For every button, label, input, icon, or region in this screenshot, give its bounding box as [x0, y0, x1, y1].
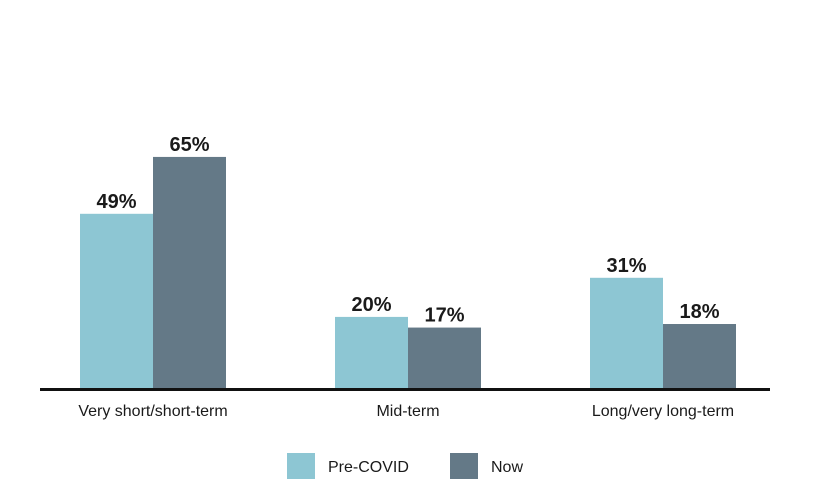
bars-group [80, 156, 736, 388]
bar-pre-covid-very-short-short-term [80, 213, 153, 388]
bar-pre-covid-long-very-long-term [590, 277, 663, 388]
category-labels-group: Very short/short-term Mid-term Long/very l… [78, 403, 734, 420]
legend-swatch-pre-covid [287, 453, 315, 479]
value-label-pre-covid-long-very-long-term: 31% [606, 255, 646, 277]
legend-label-now: Now [491, 459, 523, 476]
bar-now-long-very-long-term [663, 324, 736, 388]
category-label-long-very-long-term: Long/very long-term [592, 403, 734, 420]
bar-now-very-short-short-term [153, 156, 226, 388]
bar-pre-covid-mid-term [335, 316, 408, 388]
value-labels-group: 49% 65% 20% 17% 31% 18% [96, 134, 719, 327]
legend: Pre-COVID Now [287, 453, 523, 479]
value-label-now-very-short-short-term: 65% [169, 134, 209, 156]
value-label-now-mid-term: 17% [424, 305, 464, 327]
bar-now-mid-term [408, 327, 481, 388]
category-label-mid-term: Mid-term [376, 403, 439, 420]
legend-swatch-now [450, 453, 478, 479]
value-label-now-long-very-long-term: 18% [679, 301, 719, 323]
value-label-pre-covid-very-short-short-term: 49% [96, 191, 136, 213]
category-label-very-short-short-term: Very short/short-term [78, 403, 227, 420]
legend-label-pre-covid: Pre-COVID [328, 459, 409, 476]
value-label-pre-covid-mid-term: 20% [351, 294, 391, 316]
